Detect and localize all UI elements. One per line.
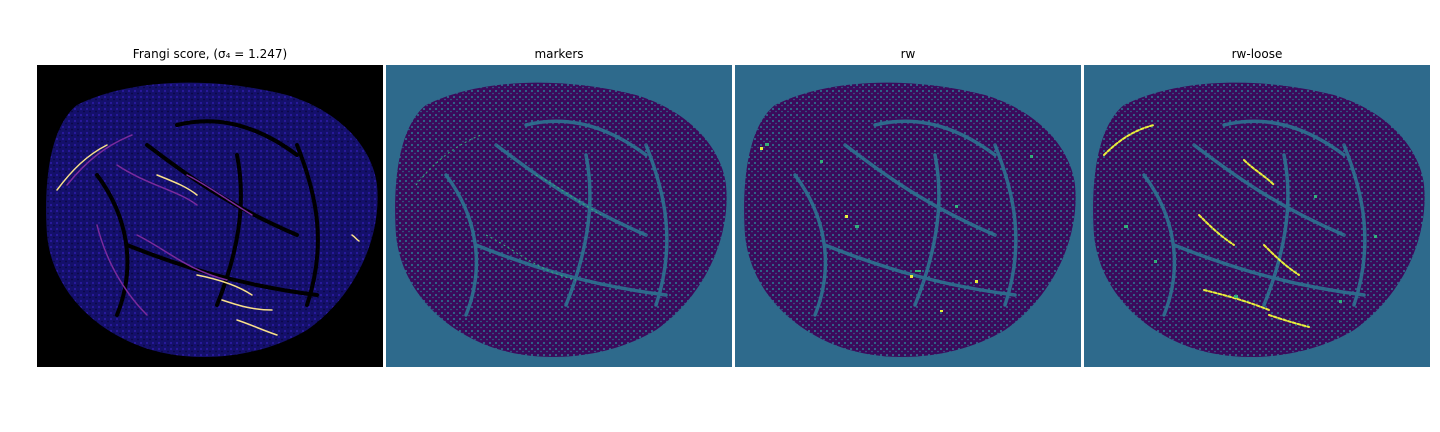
- frangi-panel: [37, 65, 383, 367]
- panel-title-rw: rw: [900, 47, 916, 61]
- markers-panel: [386, 65, 732, 367]
- rw-loose-panel: [1084, 65, 1430, 367]
- panel-title-frangi: Frangi score, (σ₄ = 1.247): [132, 47, 288, 61]
- rw-panel: [735, 65, 1081, 367]
- panel-title-markers: markers: [534, 47, 584, 61]
- rw-image: [744, 82, 1076, 357]
- panel-title-rw-loose: rw-loose: [1231, 47, 1283, 61]
- rw-loose-image: [1093, 82, 1425, 357]
- frangi-image: [46, 82, 378, 357]
- markers-image: [395, 82, 727, 357]
